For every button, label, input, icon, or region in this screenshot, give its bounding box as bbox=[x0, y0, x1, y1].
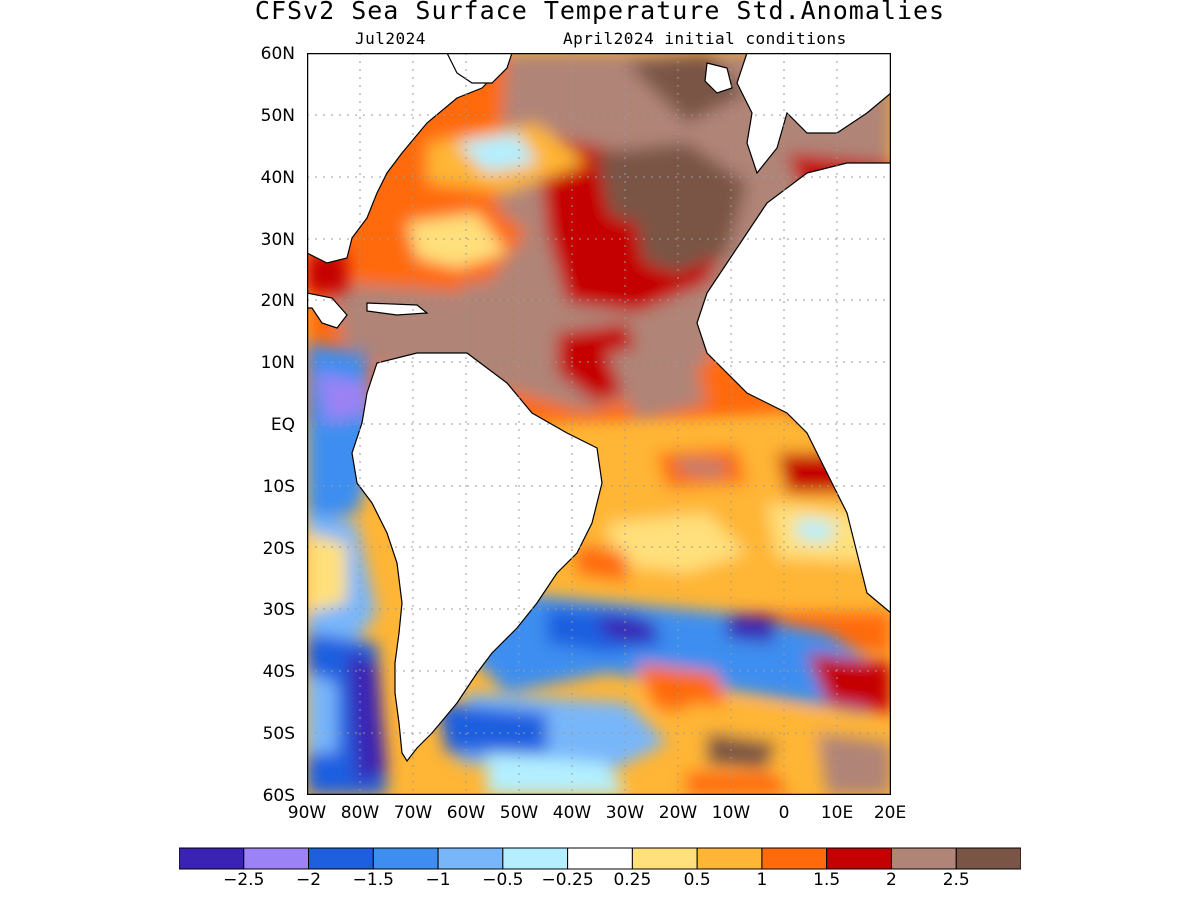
colorbar-label: −2.5 bbox=[223, 870, 265, 890]
colorbar-label: 2 bbox=[886, 870, 897, 890]
lon-label-0: 0 bbox=[778, 803, 790, 823]
colorbar-swatch bbox=[696, 847, 763, 870]
lon-label-50w: 50W bbox=[499, 803, 539, 823]
lat-label-40n: 40N bbox=[260, 168, 295, 188]
colorbar-label: 2.5 bbox=[942, 870, 970, 890]
colorbar-swatch bbox=[567, 847, 633, 870]
lat-label-50n: 50N bbox=[260, 106, 295, 126]
colorbar-label: −1 bbox=[425, 870, 451, 890]
colorbar bbox=[179, 847, 1021, 870]
lat-label-50s: 50S bbox=[262, 724, 295, 744]
lat-label-20n: 20N bbox=[260, 291, 295, 311]
lon-label-90w: 90W bbox=[287, 803, 327, 823]
colorbar-swatch bbox=[502, 847, 569, 870]
lon-label-10w: 10W bbox=[711, 803, 751, 823]
lat-label-eq: EQ bbox=[270, 415, 295, 435]
lon-label-30w: 30W bbox=[605, 803, 645, 823]
lat-label-30n: 30N bbox=[260, 230, 295, 250]
south-america-land bbox=[351, 352, 603, 763]
greenland-land bbox=[446, 53, 513, 84]
lon-label-40w: 40W bbox=[552, 803, 592, 823]
colorbar-label: −2 bbox=[296, 870, 322, 890]
europe-land bbox=[736, 53, 891, 175]
colorbar-swatch bbox=[243, 847, 310, 870]
lat-label-10s: 10S bbox=[262, 477, 295, 497]
colorbar-swatch bbox=[826, 847, 892, 870]
initial-conditions-label: April2024 initial conditions bbox=[563, 29, 847, 48]
sst-anomaly-map bbox=[307, 53, 891, 795]
colorbar-swatch bbox=[179, 847, 245, 870]
lat-label-60s: 60S bbox=[262, 786, 295, 806]
lat-label-10n: 10N bbox=[260, 353, 295, 373]
africa-land bbox=[696, 162, 891, 614]
colorbar-label: 1 bbox=[756, 870, 768, 890]
land-masses bbox=[307, 53, 891, 763]
cuba-land bbox=[366, 302, 429, 316]
lat-label-30s: 30S bbox=[262, 600, 295, 620]
map-grid bbox=[307, 53, 891, 795]
lon-label-20e: 20E bbox=[873, 803, 907, 823]
colorbar-swatch bbox=[437, 847, 504, 870]
colorbar-swatch bbox=[308, 847, 374, 870]
lat-label-60n: 60N bbox=[260, 44, 295, 64]
colorbar-swatch bbox=[955, 847, 1021, 870]
colorbar-label: 0.25 bbox=[613, 870, 652, 890]
lon-label-10e: 10E bbox=[820, 803, 854, 823]
map-title: CFSv2 Sea Surface Temperature Std.Anomal… bbox=[254, 0, 946, 25]
lat-label-20s: 20S bbox=[262, 539, 295, 559]
colorbar-swatch bbox=[890, 847, 957, 870]
colorbar-label: 0.5 bbox=[683, 870, 711, 890]
british-isles-land bbox=[704, 62, 733, 94]
lon-label-60w: 60W bbox=[446, 803, 486, 823]
lon-label-70w: 70W bbox=[393, 803, 433, 823]
lon-label-80w: 80W bbox=[340, 803, 380, 823]
colorbar-swatch bbox=[631, 847, 698, 870]
colorbar-swatch bbox=[372, 847, 439, 870]
colorbar-label: −0.5 bbox=[482, 870, 524, 890]
valid-month-label: Jul2024 bbox=[355, 29, 426, 48]
colorbar-label: −1.5 bbox=[352, 870, 394, 890]
lon-label-20w: 20W bbox=[658, 803, 698, 823]
colorbar-label: 1.5 bbox=[813, 870, 841, 890]
colorbar-swatch bbox=[761, 847, 828, 870]
colorbar-label: −0.25 bbox=[541, 870, 594, 890]
map-frame bbox=[307, 53, 891, 795]
lat-label-40s: 40S bbox=[262, 662, 295, 682]
